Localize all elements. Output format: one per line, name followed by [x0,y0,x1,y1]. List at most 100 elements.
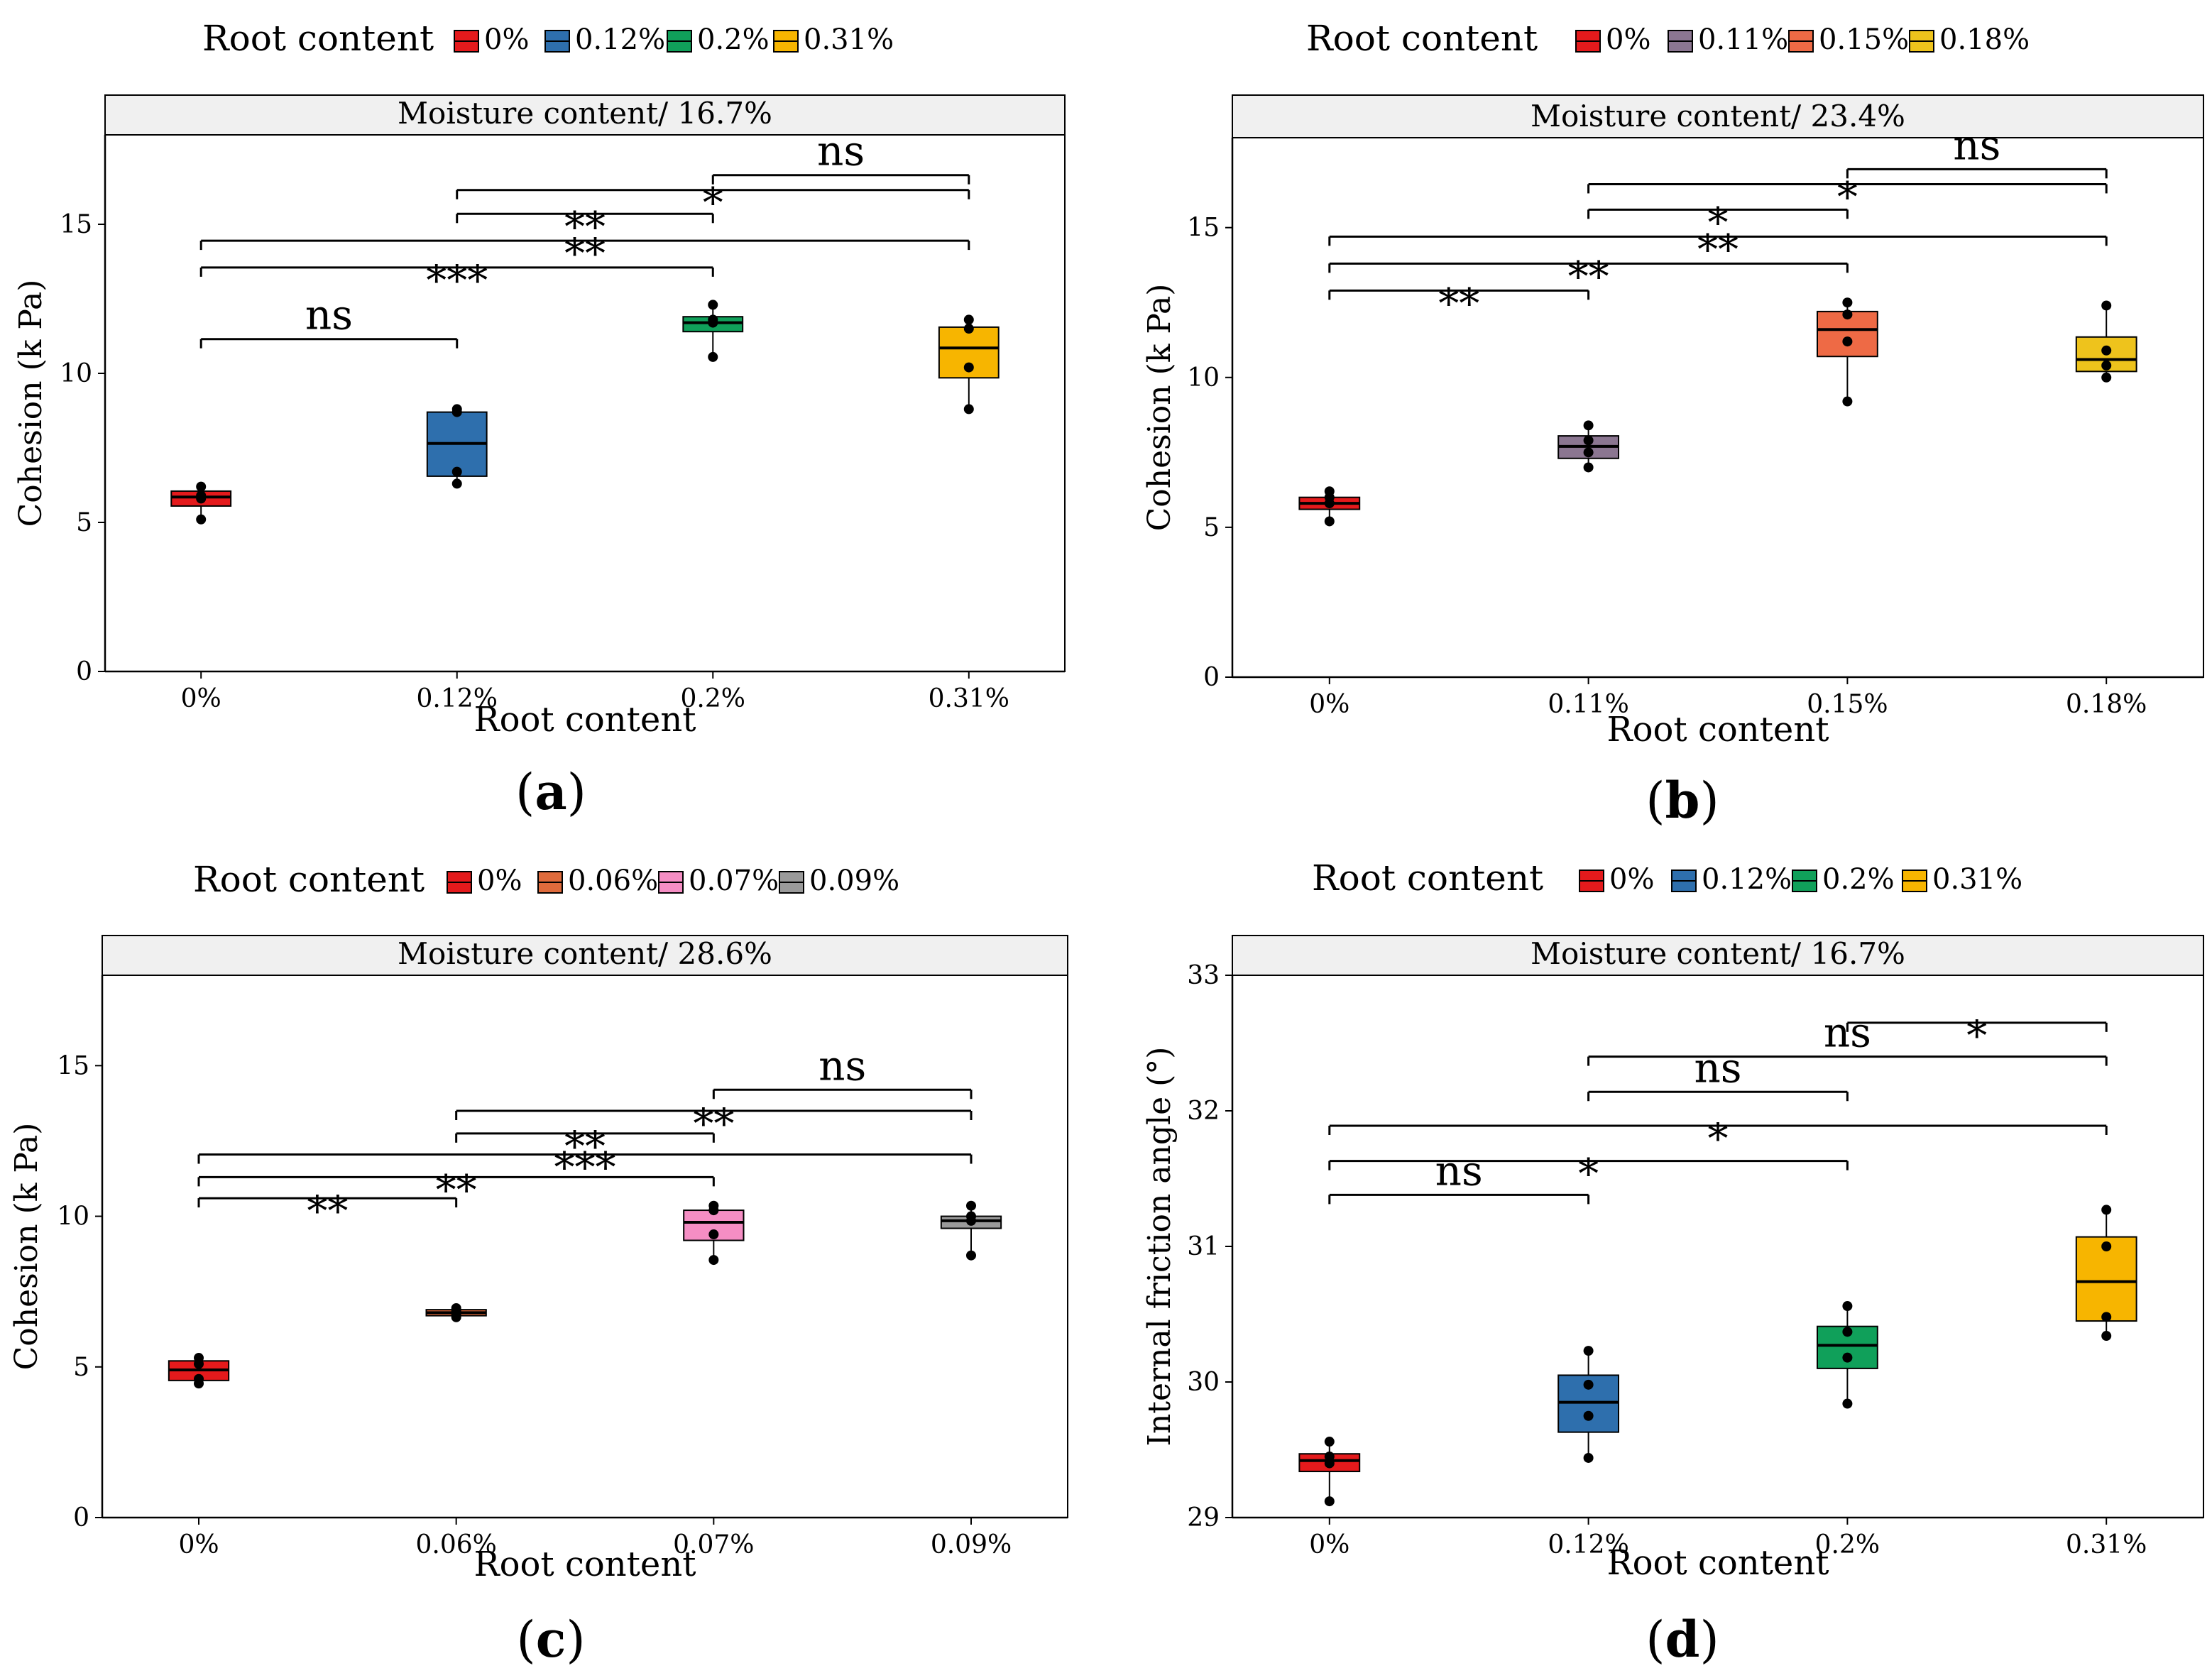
panel-a: Root content 0% 0.12% 0.2% 0.31% Moisture con… [13,18,1066,821]
significance-bracket: * [1846,1011,2108,1060]
x-tick-label: 0% [1309,690,1349,719]
significance-bracket: ns [1587,1043,1849,1102]
data-point [1842,396,1853,407]
data-point [966,1250,976,1261]
significance-label: ** [436,1165,477,1214]
y-tick-label: 33 [1187,961,1220,990]
data-point [1583,1379,1594,1390]
significance-label: ** [1568,252,1609,300]
significance-bracket: * [456,179,970,227]
significance-label: ns [305,291,353,339]
facet-strip [102,935,1068,976]
x-tick-label: 0.12% [417,684,498,713]
y-tick-label: 5 [73,1353,89,1382]
legend-label: 0% [484,23,529,56]
legend-item: 0.09% [779,865,899,897]
y-tick-label: 29 [1187,1503,1220,1532]
x-tick-label: 0.2% [681,684,745,713]
panel-letter: (a) [515,762,586,821]
data-point [1842,309,1853,320]
data-point [966,1211,976,1222]
legend-item: 0.06% [537,865,658,897]
legend-item: 0% [447,865,522,897]
y-axis-title: Cohesion (k Pa) [9,1123,45,1371]
significance-label: ** [1438,279,1479,327]
box-0.2% [682,300,744,362]
y-tick-label: 15 [57,1051,89,1080]
x-axis-title: Root content [473,700,696,740]
significance-bracket: ns [199,291,459,349]
data-point [708,300,718,310]
data-point [451,466,462,477]
data-point [196,514,207,525]
significance-bracket: ** [1328,225,2108,273]
significance-label: ns [1824,1009,1871,1057]
box-0.15% [1816,297,1878,407]
x-tick-label: 0% [1309,1530,1349,1559]
plot-area [102,975,1068,1518]
data-point [1324,1496,1335,1507]
data-point [1842,1327,1853,1337]
y-axis-title: Cohesion (k Pa) [13,280,49,527]
x-tick-label: 0% [178,1530,219,1559]
data-point [2101,1331,2112,1342]
significance-label: *** [426,256,488,305]
box-0% [168,1353,230,1389]
legend-label: 0.2% [697,23,770,56]
data-point [2101,345,2112,356]
legend-label: 0.31% [804,23,894,56]
legend-item: 0% [1579,863,1654,896]
data-point [966,1200,976,1211]
data-point [451,404,462,415]
legend-label: 0% [1606,23,1650,56]
x-tick-label: 0.15% [1807,690,1888,719]
data-point [1842,1352,1853,1363]
x-tick-label: 0.31% [929,684,1009,713]
data-point [963,362,974,373]
x-tick-label: 0.09% [931,1530,1012,1559]
data-point [451,478,462,489]
data-point [194,1353,204,1364]
box-0.09% [940,1200,1002,1261]
data-point [1583,447,1594,458]
data-point [1583,462,1594,473]
y-tick-label: 32 [1187,1097,1220,1126]
data-point [1583,1410,1594,1421]
panel-letter: (b) [1646,771,1719,830]
panel-letter: (d) [1646,1610,1719,1669]
significance-label: *** [554,1143,616,1192]
data-point [194,1373,204,1384]
box-0.11% [1557,420,1620,473]
legend: Root content 0% 0.06% 0.07% 0.09% [193,859,899,900]
y-tick-label: 10 [60,359,92,388]
data-point [708,1255,719,1266]
legend-title: Root content [202,18,434,59]
box-0% [1298,1437,1361,1507]
legend-title: Root content [193,859,425,900]
box-0.31% [2075,1205,2137,1342]
data-point [708,314,718,325]
panel-b: Root content 0% 0.11% 0.15% 0.18% Moisture co… [1141,18,2204,830]
data-point [963,324,974,334]
data-point [196,490,207,501]
data-point [1842,1301,1853,1312]
box-0.07% [683,1200,745,1266]
significance-bracket: * [1328,1114,2108,1163]
significance-bracket: ** [199,229,970,278]
legend-title: Root content [1312,857,1543,899]
facet-strip-title: Moisture content/ 16.7% [1531,936,1905,971]
significance-bracket: ** [455,1099,973,1148]
y-tick-label: 10 [57,1202,89,1232]
panel-c: Root content 0% 0.06% 0.07% 0.09% Moisture co… [9,859,1068,1669]
x-axis-title: Root content [1606,1543,1829,1583]
legend-label: 0.11% [1698,23,1788,56]
legend-item: 0.12% [1671,863,1792,896]
legend-title: Root content [1306,18,1538,59]
legend-item: 0.2% [1792,863,1895,896]
significance-bracket: ns [712,1041,973,1099]
significance-bracket: ** [197,1165,715,1214]
significance-bracket: ** [455,1122,715,1170]
significance-label: ** [564,202,606,251]
y-tick-label: 30 [1187,1368,1220,1397]
